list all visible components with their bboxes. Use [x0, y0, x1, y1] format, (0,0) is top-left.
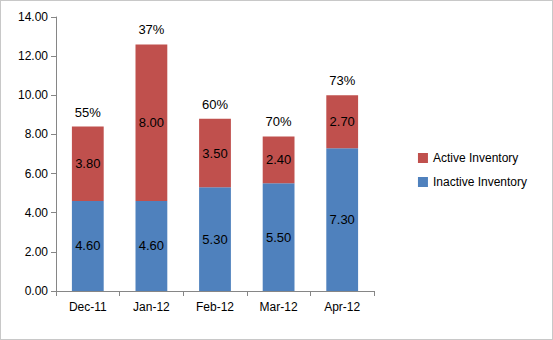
svg-text:3.50: 3.50 [202, 146, 227, 161]
svg-text:73%: 73% [329, 73, 355, 88]
svg-text:Apr-12: Apr-12 [324, 300, 360, 314]
svg-text:4.00: 4.00 [25, 206, 49, 220]
svg-text:8.00: 8.00 [25, 127, 49, 141]
svg-text:4.60: 4.60 [139, 238, 164, 253]
svg-text:14.00: 14.00 [18, 10, 48, 24]
svg-text:37%: 37% [138, 22, 164, 37]
svg-text:60%: 60% [202, 97, 228, 112]
svg-text:4.60: 4.60 [75, 238, 100, 253]
svg-text:Feb-12: Feb-12 [196, 300, 234, 314]
svg-text:8.00: 8.00 [139, 115, 164, 130]
svg-text:12.00: 12.00 [18, 49, 48, 63]
svg-text:Inactive Inventory: Inactive Inventory [433, 175, 527, 189]
svg-text:2.70: 2.70 [330, 114, 355, 129]
svg-text:0.00: 0.00 [25, 284, 49, 298]
svg-text:10.00: 10.00 [18, 88, 48, 102]
svg-text:Active Inventory: Active Inventory [433, 151, 518, 165]
svg-text:5.30: 5.30 [202, 232, 227, 247]
svg-text:Jan-12: Jan-12 [133, 300, 170, 314]
svg-text:6.00: 6.00 [25, 167, 49, 181]
svg-text:70%: 70% [266, 114, 292, 129]
svg-text:5.50: 5.50 [266, 230, 291, 245]
svg-text:7.30: 7.30 [330, 212, 355, 227]
svg-text:Mar-12: Mar-12 [260, 300, 298, 314]
svg-text:Dec-11: Dec-11 [69, 300, 107, 314]
svg-text:3.80: 3.80 [75, 156, 100, 171]
svg-text:2.40: 2.40 [266, 152, 291, 167]
svg-text:55%: 55% [75, 105, 101, 120]
svg-text:2.00: 2.00 [25, 245, 49, 259]
